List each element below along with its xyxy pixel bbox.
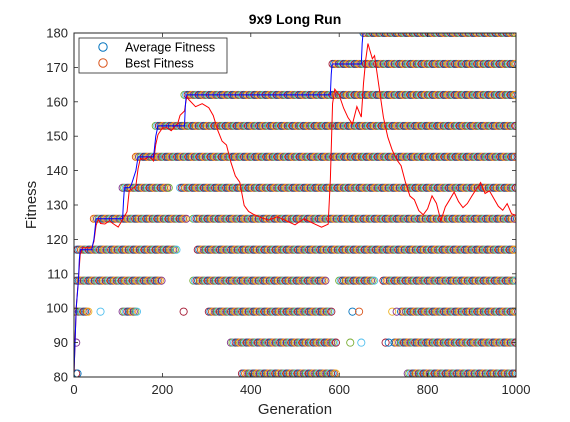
population-marker <box>355 307 364 316</box>
population-marker <box>511 276 516 285</box>
y-tick-label: 150 <box>46 129 68 144</box>
population-level-171 <box>328 59 516 69</box>
population-marker <box>511 338 516 347</box>
population-marker <box>172 245 181 254</box>
y-tick-label: 110 <box>47 266 68 281</box>
population-marker <box>327 307 336 316</box>
x-axis: 0 200 400 600 800 1000 <box>70 33 530 397</box>
series-lines <box>74 33 516 374</box>
x-tick-label: 0 <box>70 382 77 397</box>
population-marker <box>511 90 516 99</box>
population-marker <box>179 307 188 316</box>
x-tick-label: 200 <box>152 382 174 397</box>
population-marker <box>510 152 516 161</box>
y-tick-label: 100 <box>46 301 68 316</box>
chart-title: 9x9 Long Run <box>249 11 342 27</box>
x-tick-label: 400 <box>240 382 262 397</box>
population-marker <box>346 338 355 347</box>
population-marker <box>84 307 93 316</box>
population-level-81 <box>74 369 516 377</box>
y-axis: 80 90 100 110 120 130 140 150 160 170 180 <box>46 26 516 385</box>
population-marker <box>96 307 105 316</box>
population-marker <box>331 338 340 347</box>
population-marker <box>510 245 516 254</box>
legend: Average Fitness Best Fitness <box>78 37 228 74</box>
population-marker <box>381 338 390 347</box>
population-marker <box>388 307 397 316</box>
population-marker <box>74 338 81 347</box>
population-level-180 <box>359 33 516 38</box>
population-marker <box>74 369 82 377</box>
legend-marker-best <box>98 58 108 68</box>
population-marker <box>132 307 141 316</box>
y-tick-label: 80 <box>54 370 68 385</box>
x-tick-label: 1000 <box>502 382 531 397</box>
x-tick-label: 800 <box>417 382 439 397</box>
population-marker <box>510 33 516 38</box>
legend-marker-average <box>98 42 108 52</box>
y-tick-label: 160 <box>46 94 68 109</box>
x-tick-label: 600 <box>328 382 350 397</box>
y-tick-label: 130 <box>46 198 68 213</box>
series-line-average-fitness <box>74 33 516 374</box>
series-line-best-fitness <box>74 43 516 374</box>
population-marker <box>348 307 357 316</box>
population-level-153 <box>151 121 516 130</box>
legend-label-average: Average Fitness <box>125 41 215 55</box>
population-level-90 <box>74 338 516 347</box>
population-marker <box>321 276 330 285</box>
population-level-99 <box>74 307 516 316</box>
population-marker <box>157 276 166 285</box>
population-level-144 <box>131 152 516 161</box>
population-marker <box>384 338 393 347</box>
population-marker <box>357 338 366 347</box>
y-tick-label: 170 <box>46 60 68 75</box>
y-tick-label: 120 <box>46 232 68 247</box>
population-marker <box>392 307 401 316</box>
population-level-135 <box>118 183 516 192</box>
population-marker <box>370 276 379 285</box>
y-axis-label: Fitness <box>23 181 40 229</box>
population-marker <box>164 183 173 192</box>
x-axis-label: Generation <box>258 401 332 418</box>
y-tick-label: 180 <box>46 26 68 41</box>
population-marker <box>511 121 516 130</box>
legend-label-best: Best Fitness <box>125 57 194 71</box>
y-tick-label: 90 <box>54 335 68 350</box>
population-level-117 <box>74 245 516 254</box>
y-tick-label: 140 <box>46 163 68 178</box>
population-level-108 <box>74 276 516 285</box>
